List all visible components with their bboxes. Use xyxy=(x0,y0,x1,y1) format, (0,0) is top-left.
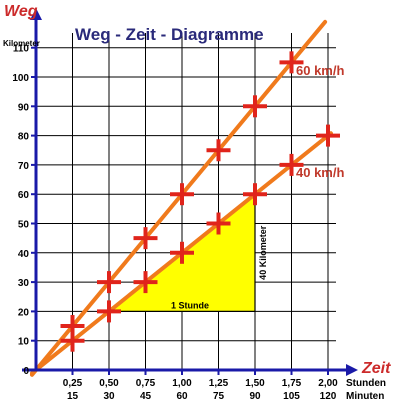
series-markers xyxy=(60,51,340,352)
y-tick-label: 60 xyxy=(18,190,30,201)
data-point-marker xyxy=(279,51,304,74)
series-label-40: 40 km/h xyxy=(296,165,344,180)
series-label-60: 60 km/h xyxy=(296,63,344,78)
x-tick-label-minutes: 75 xyxy=(213,391,225,400)
x-tick-label-hours: 0,50 xyxy=(99,378,119,389)
y-axis-arrow xyxy=(30,8,42,20)
x-axis-title: Zeit xyxy=(361,360,391,377)
y-tick-label: 50 xyxy=(18,220,30,231)
x-tick-label-minutes: 60 xyxy=(176,391,188,400)
data-point-marker xyxy=(279,153,304,176)
x-tick-label-minutes: 45 xyxy=(140,391,152,400)
y-tick-label: 110 xyxy=(13,44,30,55)
data-point-marker xyxy=(133,227,158,250)
y-tick-label: 90 xyxy=(18,102,30,113)
x-tick-label-minutes: 90 xyxy=(249,391,261,400)
x-tick-label-hours: 0,25 xyxy=(63,378,83,389)
y-tick-label: 100 xyxy=(12,73,29,84)
y-tick-label: 80 xyxy=(18,132,30,143)
x-tick-label-hours: 1,00 xyxy=(172,378,192,389)
triangle-label-horizontal: 1 Stunde xyxy=(171,300,209,310)
x-axis-unit-secondary: Minuten xyxy=(346,391,384,400)
data-point-marker xyxy=(170,241,194,264)
data-point-marker xyxy=(316,124,340,147)
x-tick-label-hours: 1,25 xyxy=(209,378,229,389)
x-tick-label-hours: 2,00 xyxy=(318,378,338,389)
data-point-marker xyxy=(206,212,231,235)
data-point-marker xyxy=(97,271,121,294)
x-tick-label-minutes: 120 xyxy=(320,391,337,400)
x-tick-label-minutes: 30 xyxy=(103,391,115,400)
labels: 0 10 20 30 40 50 60 70 80 90 100 110 0,25 15 0,50 30 0,7… xyxy=(3,3,391,400)
y-tick-label: 10 xyxy=(18,337,30,348)
axes xyxy=(22,8,358,376)
x-tick-label-minutes: 15 xyxy=(67,391,79,400)
x-tick-label-hours: 1,75 xyxy=(282,378,302,389)
y-axis-title: Weg xyxy=(4,3,38,20)
x-tick-label-hours: 1,50 xyxy=(245,378,265,389)
data-point-marker xyxy=(133,271,158,294)
triangle-label-vertical: 40 Kilometer xyxy=(258,225,268,280)
data-point-marker xyxy=(60,329,85,352)
y-tick-label: 20 xyxy=(18,307,30,318)
data-point-marker xyxy=(97,300,121,323)
x-tick-label-minutes: 105 xyxy=(283,391,300,400)
y-tick-label: 40 xyxy=(18,249,30,260)
grid xyxy=(36,33,336,370)
data-point-marker xyxy=(206,139,231,162)
chart-title: Weg - Zeit - Diagramme xyxy=(75,25,264,44)
y-axis-unit: Kilometer xyxy=(3,39,40,48)
x-axis-unit-primary: Stunden xyxy=(346,378,386,389)
data-point-marker xyxy=(243,95,267,118)
y-tick-label: 70 xyxy=(18,161,30,172)
y-tick-label: 0 xyxy=(23,366,29,377)
series-line-1 xyxy=(30,19,328,377)
data-point-marker xyxy=(243,183,267,206)
x-axis-arrow xyxy=(346,364,358,376)
x-tick-label-hours: 0,75 xyxy=(136,378,156,389)
data-point-marker xyxy=(170,183,194,206)
y-tick-label: 30 xyxy=(18,278,30,289)
